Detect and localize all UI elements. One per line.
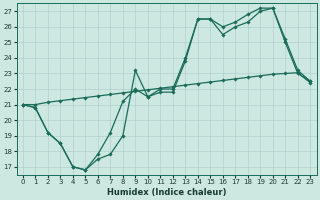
X-axis label: Humidex (Indice chaleur): Humidex (Indice chaleur): [107, 188, 226, 197]
